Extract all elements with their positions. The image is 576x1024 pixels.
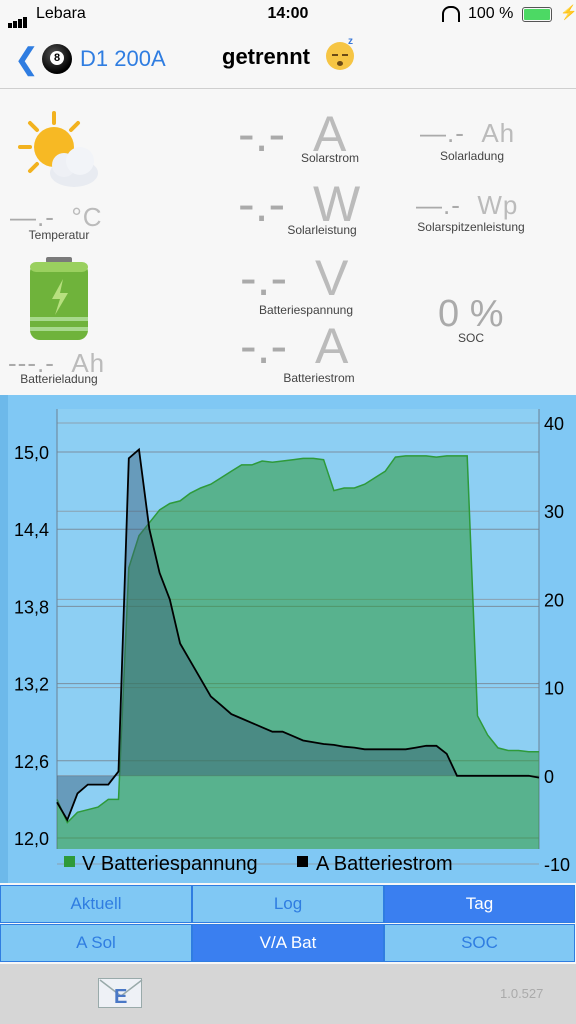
right-tick-label: -10 — [544, 855, 570, 875]
tab-a-sol[interactable]: A Sol — [0, 924, 192, 962]
chart-canvas: 15,0 14,4 13,8 13,2 12,6 12,0 40 30 20 10 0 -10 V … — [0, 395, 570, 883]
current-area — [57, 449, 539, 820]
left-tick-label: 13,2 — [14, 675, 49, 695]
battery-chart[interactable]: 15,0 14,4 13,8 13,2 12,6 12,0 40 30 20 10 0 -10 V … — [0, 395, 576, 883]
solarleistung-value: -.- — [238, 176, 286, 232]
batteriestrom-label: Batteriestrom — [283, 371, 355, 385]
solarstrom-label: Solarstrom — [300, 151, 359, 165]
tab-log[interactable]: Log — [192, 885, 384, 923]
solarstrom-unit: A — [313, 106, 347, 162]
tab-v-a-bat[interactable]: V/A Bat — [192, 924, 384, 962]
footer-bar: E — [0, 964, 576, 1024]
battery-charging-icon — [28, 257, 90, 341]
right-tick-label: 40 — [544, 414, 564, 434]
batterieladung-label: Batterieladung — [20, 372, 98, 386]
nav-bar: ❮ 8 D1 200A getrennt z — [0, 30, 576, 89]
tab-aktuell[interactable]: Aktuell — [0, 885, 192, 923]
right-tick-label: 0 — [544, 767, 554, 787]
sleeping-face-icon: z — [326, 36, 354, 70]
soc-value: 0 % — [438, 293, 504, 335]
battery-icon — [522, 7, 552, 22]
temperatur-value: —.- — [10, 202, 55, 232]
batterieladung-unit: Ah — [71, 348, 106, 378]
status-bar: Lebara 14:00 100 % ⚡ — [0, 0, 576, 30]
left-tick-label: 12,0 — [14, 829, 49, 849]
batterieladung-value: ---.- — [8, 348, 55, 378]
legend-swatch-voltage — [64, 856, 75, 867]
batteriestrom-unit: A — [315, 318, 349, 374]
right-tick-label: 20 — [544, 590, 564, 610]
left-tick-label: 12,6 — [14, 752, 49, 772]
solarladung-value: —.- — [420, 118, 465, 148]
solarspitzen-value: —.- — [416, 190, 461, 220]
solarspitzen-unit: Wp — [477, 190, 519, 220]
legend-swatch-current — [297, 856, 308, 867]
solarladung-unit: Ah — [481, 118, 516, 148]
svg-text:E: E — [114, 986, 127, 1008]
legend-current: A Batteriestrom — [316, 853, 453, 875]
email-icon[interactable]: E — [98, 978, 143, 1008]
device-name-link[interactable]: D1 200A — [80, 46, 166, 71]
tab-soc[interactable]: SOC — [384, 924, 575, 962]
clock: 14:00 — [267, 5, 309, 22]
connection-status: getrennt — [222, 44, 310, 69]
headphones-icon — [442, 6, 460, 22]
legend-voltage: V Batteriespannung — [82, 853, 258, 875]
app-version: 1.0.527 — [500, 986, 544, 1001]
left-tick-label: 13,8 — [14, 597, 49, 617]
left-tick-label: 14,4 — [14, 520, 49, 540]
battery-percent: 100 % — [468, 5, 514, 22]
right-tick-label: 10 — [544, 679, 564, 699]
eight-ball-icon: 8 — [42, 44, 72, 74]
batteriestrom-value: -.- — [240, 318, 288, 374]
temperatur-unit: °C — [71, 202, 103, 232]
temperatur-label: Temperatur — [28, 228, 90, 242]
weather-sun-cloud-icon — [16, 111, 102, 191]
batteriespannung-value: -.- — [240, 250, 288, 306]
info-panel: -.- A Solarstrom —.- Ah Solarladung —.- … — [0, 89, 576, 395]
current-line — [56, 447, 540, 822]
solarspitzen-label: Solarspitzenleistung — [417, 220, 525, 234]
solarladung-label: Solarladung — [439, 149, 505, 163]
right-tick-label: 30 — [544, 502, 564, 522]
solarleistung-unit: W — [313, 176, 361, 232]
voltage-line — [56, 455, 539, 824]
carrier-label: Lebara — [36, 5, 86, 22]
voltage-area — [57, 455, 539, 849]
signal-icon — [8, 10, 28, 28]
solarleistung-label: Solarleistung — [287, 223, 357, 237]
batteriespannung-label: Batteriespannung — [258, 303, 354, 317]
back-chevron-icon[interactable]: ❮ — [14, 43, 40, 76]
charging-bolt-icon: ⚡ — [560, 4, 576, 20]
soc-label: SOC — [457, 331, 484, 345]
left-tick-label: 15,0 — [14, 443, 49, 463]
solarstrom-value: -.- — [238, 106, 286, 162]
batteriespannung-unit: V — [315, 250, 349, 306]
tab-tag[interactable]: Tag — [384, 885, 575, 923]
